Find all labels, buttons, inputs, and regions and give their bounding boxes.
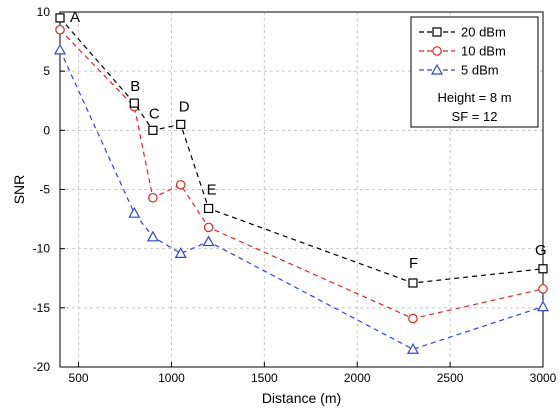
y-tick-label: -5: [39, 183, 50, 197]
legend-note: Height = 8 m: [437, 90, 511, 105]
triangle-marker: [536, 300, 550, 312]
circle-marker: [148, 192, 158, 203]
legend-entry: 20 dBm: [419, 25, 506, 40]
series-5-dbm: [53, 43, 550, 354]
y-tick-label: -20: [33, 360, 51, 374]
triangle-marker: [202, 235, 215, 247]
circle-marker: [538, 284, 548, 294]
circle-marker: [432, 46, 442, 56]
y-tick-label: 10: [37, 5, 51, 19]
y-tick-label: 5: [43, 64, 50, 78]
legend-notes: Height = 8 m SF = 12: [437, 90, 511, 124]
grid: [60, 12, 543, 367]
legend-label: 20 dBm: [461, 25, 506, 40]
legend-note: SF = 12: [452, 109, 498, 124]
annotation-b: B: [130, 78, 140, 95]
series-20-dbm: [55, 13, 548, 288]
triangle-marker: [53, 43, 67, 55]
annotation-d: D: [179, 98, 190, 115]
x-tick-label: 2500: [437, 371, 464, 385]
triangle-marker: [128, 206, 141, 218]
x-tick-label: 500: [69, 371, 89, 385]
x-tick-label: 1000: [158, 371, 185, 385]
legend-label: 5 dBm: [461, 63, 499, 78]
y-tick-label: 0: [43, 123, 50, 137]
circle-marker: [203, 222, 214, 233]
legend-entries: 20 dBm 10 dBm 5 dBm: [419, 25, 506, 78]
triangle-marker: [406, 343, 419, 354]
legend-entry: 10 dBm: [419, 44, 506, 59]
y-tick-label: -10: [33, 242, 51, 256]
y-axis-label: SNR: [11, 175, 27, 205]
square-marker: [408, 278, 418, 288]
series-layer: [53, 13, 550, 354]
legend-box: [410, 16, 539, 128]
y-tick-label: -15: [33, 301, 51, 315]
circle-marker: [408, 313, 418, 324]
triangle-marker: [146, 230, 159, 242]
x-tick-label: 3000: [530, 371, 557, 385]
triangle-marker: [174, 247, 187, 258]
annotation-f: F: [409, 255, 418, 272]
legend-label: 10 dBm: [461, 44, 506, 59]
x-tick-label: 2000: [344, 371, 371, 385]
annotation-e: E: [207, 181, 217, 198]
square-marker: [176, 119, 186, 130]
x-tick-label: 1500: [251, 371, 278, 385]
square-marker: [204, 203, 214, 214]
square-marker: [129, 98, 139, 108]
square-marker: [538, 264, 548, 274]
point-annotations: A BC D E F G: [70, 9, 547, 272]
annotation-g: G: [535, 242, 547, 259]
annotation-a: A: [70, 9, 80, 26]
square-marker: [432, 27, 442, 37]
annotation-c: C: [149, 105, 160, 122]
x-axis-label: Distance (m): [262, 390, 341, 406]
circle-marker: [175, 179, 186, 190]
circle-marker: [55, 24, 65, 35]
square-marker: [148, 125, 158, 135]
axis-ticks: 500 1000 1500 2000 2500 3000 -20 -15 -10 -5 0 5 10: [33, 5, 557, 385]
triangle-marker: [430, 63, 444, 75]
legend-entry: 5 dBm: [419, 63, 499, 78]
square-marker: [55, 13, 65, 23]
legend: 20 dBm 10 dBm 5 dBm Height = 8 m SF = 12: [410, 16, 539, 128]
